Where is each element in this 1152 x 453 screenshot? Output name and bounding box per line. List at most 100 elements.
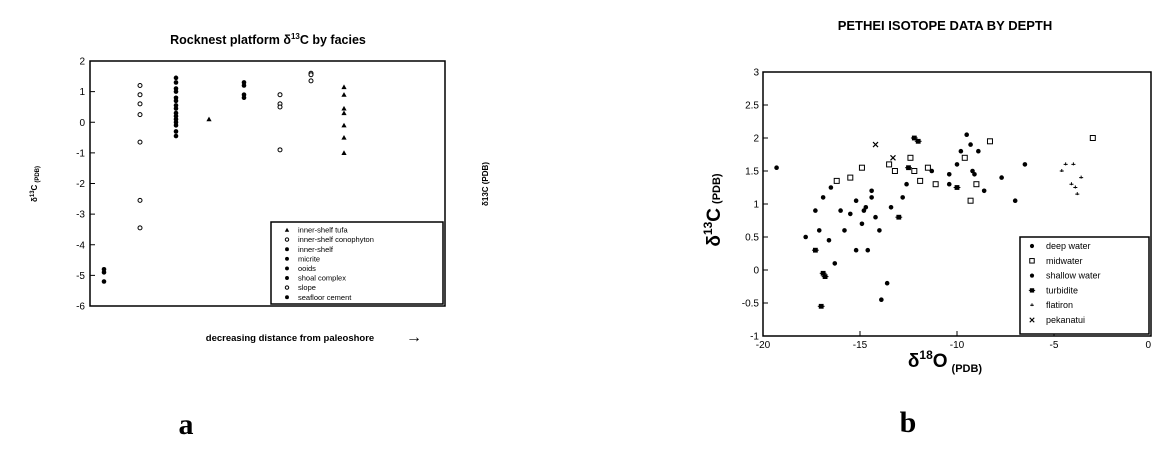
panel-a-point bbox=[173, 98, 179, 104]
panel-a-point bbox=[137, 83, 143, 88]
panel-b-y-tick-label: 1.5 bbox=[745, 167, 759, 178]
panel-b-chart: PETHEI ISOTOPE DATA BY DEPTH -1 -0.5 0 0.5 1… bbox=[701, 18, 1152, 439]
panel-b-point bbox=[1012, 198, 1018, 203]
panel-b-y-tick-label: 2.5 bbox=[745, 101, 759, 112]
panel-b-point bbox=[954, 162, 960, 167]
panel-b-x-axis-label: δ18O (PDB) bbox=[908, 348, 983, 375]
panel-b-point bbox=[917, 177, 924, 184]
panel-b-point bbox=[976, 148, 981, 154]
panel-a-y-tick-label: -4 bbox=[76, 240, 85, 251]
panel-a-y-tick-label: -3 bbox=[76, 210, 85, 221]
panel-b-point bbox=[981, 188, 987, 194]
panel-a-point bbox=[341, 122, 347, 128]
panel-b-point bbox=[958, 148, 964, 154]
panel-b-title: PETHEI ISOTOPE DATA BY DEPTH bbox=[838, 18, 1053, 33]
panel-b-point bbox=[838, 208, 843, 213]
panel-a-point bbox=[101, 279, 107, 284]
panel-b-point bbox=[911, 168, 918, 174]
panel-a-y-axis-label: δ13C(PDB) bbox=[30, 166, 41, 202]
panel-a-point bbox=[137, 225, 143, 231]
panel-b-point bbox=[826, 238, 832, 243]
panel-b-point bbox=[999, 175, 1004, 180]
panel-b-point bbox=[811, 247, 819, 253]
panel-b-legend-label: shallow water bbox=[1046, 271, 1101, 281]
panel-a-point bbox=[137, 197, 143, 203]
panel-b-point bbox=[905, 165, 912, 171]
panel-a-y-tick-label: 2 bbox=[79, 57, 85, 68]
panel-b-point bbox=[884, 280, 890, 286]
panel-b-point bbox=[972, 172, 977, 177]
panel-b-legend-marker bbox=[1028, 288, 1036, 293]
panel-a-legend-label: inner-shelf tufa bbox=[298, 226, 348, 235]
panel-b-point bbox=[853, 198, 859, 203]
panel-b-legend-marker bbox=[1029, 317, 1035, 323]
panel-b-point bbox=[859, 221, 865, 227]
panel-a-legend-marker bbox=[284, 227, 290, 232]
panel-b-point bbox=[1022, 162, 1028, 167]
panel-b-point bbox=[848, 211, 853, 217]
panel-b-x-tick-label: -10 bbox=[950, 340, 965, 351]
panel-a-y-tick-label: -1 bbox=[76, 148, 85, 159]
panel-b-point bbox=[863, 205, 869, 210]
panel-a-point bbox=[308, 72, 314, 78]
panel-a-legend-label: inner-shelf conophyton bbox=[298, 235, 374, 244]
panel-b-point bbox=[877, 228, 882, 233]
panel-a-chart: Rocknest platform δ13C by facies 2 1 0 -1 -2… bbox=[30, 32, 490, 441]
panel-a-point bbox=[173, 75, 179, 81]
panel-b-point bbox=[953, 185, 961, 190]
panel-a-y-tick-label: 0 bbox=[79, 118, 85, 129]
panel-b-point bbox=[1073, 185, 1078, 189]
panel-b-legend-label: pekanatui bbox=[1046, 315, 1085, 325]
panel-b-point bbox=[924, 164, 931, 171]
panel-b-axes: -1 -0.5 0 0.5 1 1.5 2 2.5 3 -20 -15 -10 -5 0 bbox=[742, 68, 1152, 351]
panel-a-legend-label: micrite bbox=[298, 254, 320, 263]
panel-a-y-tick-label: -2 bbox=[76, 179, 85, 190]
panel-a-point bbox=[173, 133, 179, 139]
panel-b-point bbox=[964, 132, 969, 137]
panel-a-label: a bbox=[179, 408, 194, 441]
panel-b-point bbox=[986, 138, 993, 145]
panel-a-title: Rocknest platform δ13C by facies bbox=[170, 32, 366, 47]
panel-a-point bbox=[241, 83, 247, 88]
panel-a-point bbox=[308, 78, 314, 84]
panel-b-point bbox=[1071, 162, 1076, 166]
panel-b-legend-label: midwater bbox=[1046, 256, 1083, 266]
panel-b-point bbox=[774, 165, 779, 170]
panel-b-point bbox=[914, 138, 922, 144]
panel-a-x-axis-label: decreasing distance from paleoshore bbox=[206, 333, 374, 344]
panel-b-legend-label: turbidite bbox=[1046, 285, 1078, 295]
panel-b-point bbox=[1089, 135, 1096, 141]
panel-b-point bbox=[869, 188, 874, 194]
panel-a-point bbox=[277, 92, 283, 98]
panel-a-legend-label: shoal complex bbox=[298, 274, 346, 283]
panel-b-point bbox=[832, 261, 838, 266]
panel-a-point bbox=[206, 116, 212, 122]
panel-b-point bbox=[1079, 175, 1084, 179]
panel-a-y-axis: 2 1 0 -1 -2 -3 -4 -5 -6 bbox=[76, 57, 95, 313]
panel-b-point bbox=[813, 208, 818, 213]
panel-a-point bbox=[341, 84, 347, 90]
panel-b-legend-label: deep water bbox=[1046, 241, 1091, 251]
panel-a-right-label: δ13C (PDB) bbox=[481, 162, 490, 206]
panel-b-point bbox=[879, 297, 884, 303]
panel-a-point bbox=[137, 139, 143, 145]
panel-a-point bbox=[173, 80, 179, 85]
panel-a-y-tick-label: 1 bbox=[79, 87, 85, 98]
panel-a-legend-marker bbox=[285, 247, 289, 252]
panel-a-legend-label: slope bbox=[298, 283, 316, 292]
panel-a-legend-marker bbox=[285, 295, 289, 300]
panel-b-point bbox=[900, 195, 905, 200]
panel-b-point bbox=[904, 181, 909, 187]
panel-a-point bbox=[341, 110, 347, 116]
panel-b-y-tick-label: 1 bbox=[753, 200, 759, 211]
panel-a-point bbox=[341, 150, 347, 155]
panel-b-point bbox=[895, 214, 903, 220]
panel-a-y-tick-label: -5 bbox=[76, 271, 85, 282]
panel-b-legend-marker bbox=[1029, 243, 1035, 249]
panel-b-point bbox=[946, 181, 952, 187]
panel-b-legend: deep water midwater shallow water turbidite… bbox=[1019, 236, 1150, 335]
panel-a-point bbox=[341, 134, 347, 140]
panel-a-legend-label: inner-shelf bbox=[298, 245, 334, 254]
